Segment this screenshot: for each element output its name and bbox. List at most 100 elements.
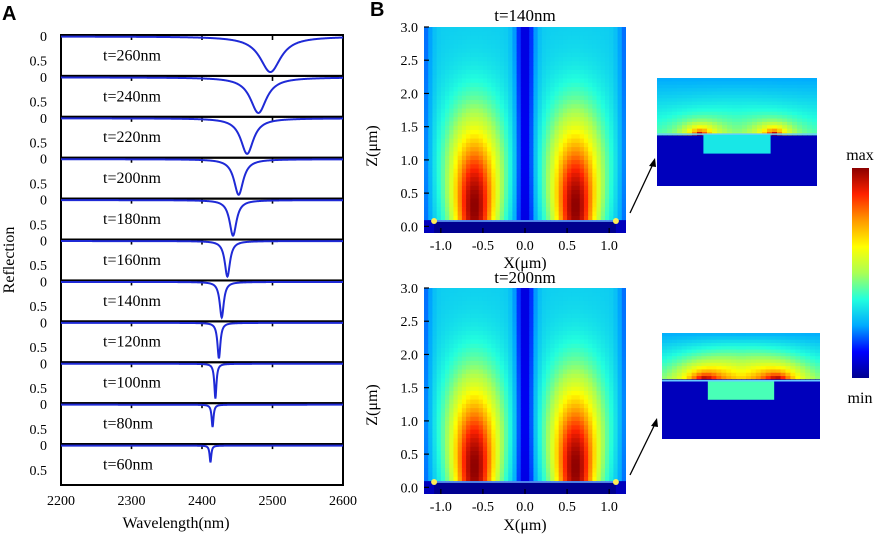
inset-cell bbox=[747, 84, 753, 89]
heat-cell bbox=[445, 74, 450, 80]
heat-cell bbox=[596, 87, 602, 92]
heat-cell bbox=[583, 91, 589, 97]
heat-cell bbox=[546, 412, 551, 418]
heat-cell bbox=[579, 339, 585, 345]
y-tick-label: 0 bbox=[40, 316, 47, 331]
heat-cell bbox=[453, 130, 459, 135]
heat-cell bbox=[457, 31, 463, 37]
heat-cell bbox=[609, 378, 614, 384]
heat-cell bbox=[604, 373, 610, 379]
heat-cell bbox=[533, 313, 539, 319]
heat-cell bbox=[478, 142, 484, 148]
heat-cell bbox=[487, 382, 492, 388]
heat-cell bbox=[499, 164, 505, 170]
inset-cell bbox=[792, 94, 798, 99]
heat-cell bbox=[600, 91, 606, 97]
heat-cell bbox=[529, 348, 535, 353]
heat-cell bbox=[550, 433, 556, 439]
heat-cell bbox=[609, 416, 614, 422]
heat-cell bbox=[445, 468, 450, 474]
heat-cell bbox=[470, 168, 476, 174]
heat-cell bbox=[613, 468, 619, 474]
heat-cell bbox=[583, 168, 589, 174]
heat-cell bbox=[596, 160, 602, 165]
heat-cell bbox=[449, 177, 455, 183]
heat-cell bbox=[424, 386, 429, 392]
heat-cell bbox=[571, 468, 577, 474]
heat-cell bbox=[499, 121, 505, 127]
heat-cell bbox=[445, 322, 450, 328]
heat-cell bbox=[432, 74, 438, 80]
heat-cell bbox=[617, 87, 623, 92]
heat-cell bbox=[470, 421, 476, 426]
heat-cell bbox=[482, 403, 488, 409]
heat-cell bbox=[617, 142, 623, 148]
heat-cell bbox=[583, 211, 589, 217]
heat-cell bbox=[478, 74, 484, 80]
heat-cell bbox=[478, 386, 484, 392]
heat-cell bbox=[592, 391, 598, 396]
heat-cell bbox=[546, 356, 551, 362]
heat-cell bbox=[474, 446, 480, 452]
heat-cell bbox=[499, 181, 505, 187]
heat-cell bbox=[588, 82, 593, 88]
heat-cell bbox=[537, 207, 543, 213]
heat-cell bbox=[592, 421, 598, 426]
heat-cell bbox=[491, 296, 497, 302]
heat-cell bbox=[609, 99, 614, 105]
heat-cell bbox=[457, 190, 463, 195]
heat-cell bbox=[562, 151, 568, 157]
heat-cell bbox=[588, 48, 593, 54]
heat-cell bbox=[482, 147, 488, 153]
heat-cell bbox=[596, 190, 602, 195]
heat-cell bbox=[449, 300, 455, 306]
heat-cell bbox=[575, 95, 581, 101]
heat-cell bbox=[609, 177, 614, 183]
heat-cell bbox=[428, 181, 434, 187]
heat-cell bbox=[583, 27, 589, 32]
heat-cell bbox=[487, 373, 492, 379]
heat-cell bbox=[609, 356, 614, 362]
heat-cell bbox=[567, 373, 572, 379]
heat-cell bbox=[541, 403, 547, 409]
heat-cell bbox=[491, 305, 497, 311]
heat-cell bbox=[617, 220, 623, 226]
heat-cell bbox=[558, 403, 564, 409]
heat-cell bbox=[529, 288, 535, 293]
heat-cell bbox=[533, 438, 539, 444]
heat-cell bbox=[592, 91, 598, 97]
heat-cell bbox=[529, 339, 535, 345]
heat-cell bbox=[604, 48, 610, 54]
heat-cell bbox=[432, 168, 438, 174]
heat-cell bbox=[529, 168, 535, 174]
heat-cell bbox=[621, 472, 626, 478]
heat-cell bbox=[520, 468, 526, 474]
heat-cell bbox=[537, 198, 543, 204]
heat-cell bbox=[512, 168, 518, 174]
heat-cell bbox=[609, 35, 614, 41]
heat-cell bbox=[503, 95, 509, 101]
heat-cell bbox=[449, 74, 455, 80]
heat-cell bbox=[449, 360, 455, 366]
heat-cell bbox=[533, 421, 539, 426]
heat-cell bbox=[529, 395, 535, 401]
heat-cell bbox=[424, 356, 429, 362]
inset-cell bbox=[762, 91, 768, 96]
heat-cell bbox=[516, 348, 522, 353]
heat-cell bbox=[609, 125, 614, 131]
heat-cell bbox=[613, 408, 619, 414]
heat-cell bbox=[453, 78, 459, 84]
heat-cell bbox=[424, 481, 429, 487]
heat-cell bbox=[428, 369, 434, 375]
heat-cell bbox=[558, 52, 564, 58]
heat-cell bbox=[436, 172, 442, 178]
heat-cell bbox=[449, 52, 455, 58]
heat-cell bbox=[558, 35, 564, 41]
heat-cell bbox=[613, 360, 619, 366]
heat-cell bbox=[503, 296, 509, 302]
heat-cell bbox=[503, 335, 509, 341]
heat-cell bbox=[478, 322, 484, 328]
heat-cell bbox=[478, 399, 484, 405]
heat-cell bbox=[495, 69, 501, 75]
heat-cell bbox=[621, 35, 626, 41]
